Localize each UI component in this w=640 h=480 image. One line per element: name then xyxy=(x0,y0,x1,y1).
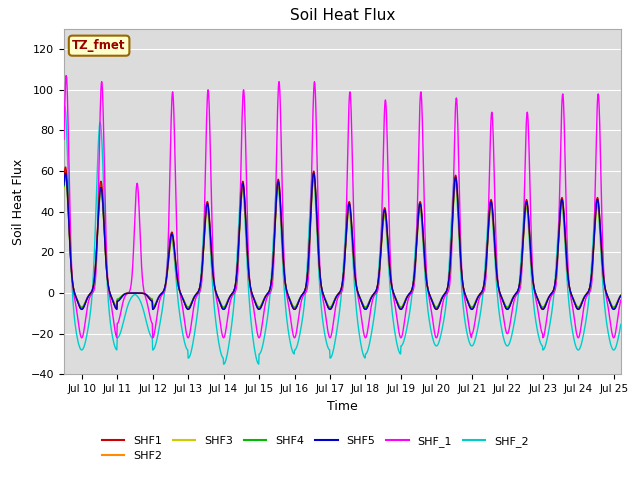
SHF_1 xyxy=(242,148,250,154)
SHF4 xyxy=(61,172,69,178)
SHF1 xyxy=(78,306,86,312)
SHF5 xyxy=(196,285,204,291)
SHF1 xyxy=(196,285,204,291)
Text: TZ_fmet: TZ_fmet xyxy=(72,39,126,52)
SHF5 xyxy=(294,302,301,308)
SHF3 xyxy=(617,292,625,298)
Line: SHF1: SHF1 xyxy=(64,167,621,309)
SHF4 xyxy=(463,295,470,301)
SHF4 xyxy=(617,292,625,298)
SHF3 xyxy=(294,300,301,306)
Line: SHF4: SHF4 xyxy=(64,175,621,307)
SHF3 xyxy=(78,304,86,310)
SHF_1 xyxy=(196,289,204,295)
SHF4 xyxy=(294,300,301,306)
SHF3 xyxy=(61,174,69,180)
SHF5 xyxy=(617,293,625,299)
Y-axis label: Soil Heat Flux: Soil Heat Flux xyxy=(12,158,25,245)
SHF_2 xyxy=(61,103,68,109)
SHF2 xyxy=(61,168,69,174)
SHF5 xyxy=(60,182,68,188)
SHF5 xyxy=(61,170,69,176)
SHF_2 xyxy=(590,223,598,229)
SHF1 xyxy=(61,164,69,170)
SHF1 xyxy=(617,293,625,299)
SHF_1 xyxy=(617,297,625,303)
SHF4 xyxy=(492,266,500,272)
SHF2 xyxy=(60,180,68,186)
SHF2 xyxy=(617,293,625,299)
SHF_2 xyxy=(617,322,625,327)
SHF1 xyxy=(463,296,470,302)
SHF5 xyxy=(463,296,470,302)
SHF_1 xyxy=(62,72,70,78)
SHF_2 xyxy=(220,361,227,367)
SHF_2 xyxy=(463,329,470,335)
SHF2 xyxy=(492,266,500,272)
SHF3 xyxy=(242,222,250,228)
SHF5 xyxy=(590,240,598,246)
SHF2 xyxy=(242,219,250,225)
SHF_1 xyxy=(60,136,68,142)
SHF_2 xyxy=(492,278,500,284)
SHF1 xyxy=(492,265,500,271)
SHF4 xyxy=(78,304,86,310)
SHF1 xyxy=(242,217,250,223)
SHF3 xyxy=(492,267,500,273)
SHF1 xyxy=(60,177,68,182)
SHF3 xyxy=(196,286,204,291)
Line: SHF_2: SHF_2 xyxy=(64,106,621,364)
SHF_1 xyxy=(590,238,598,244)
X-axis label: Time: Time xyxy=(327,400,358,413)
Title: Soil Heat Flux: Soil Heat Flux xyxy=(290,9,395,24)
SHF_2 xyxy=(294,342,301,348)
SHF2 xyxy=(78,306,86,312)
SHF2 xyxy=(590,241,598,247)
SHF5 xyxy=(242,218,250,224)
SHF5 xyxy=(78,306,86,312)
SHF_1 xyxy=(492,247,500,253)
SHF_2 xyxy=(242,232,250,238)
SHF3 xyxy=(463,295,470,301)
SHF2 xyxy=(463,296,470,302)
SHF3 xyxy=(590,243,598,249)
Line: SHF5: SHF5 xyxy=(64,173,621,309)
SHF3 xyxy=(60,186,68,192)
SHF1 xyxy=(294,302,301,308)
SHF4 xyxy=(60,184,68,190)
Line: SHF_1: SHF_1 xyxy=(64,75,621,338)
SHF_2 xyxy=(195,294,203,300)
Legend: SHF1, SHF2, SHF3, SHF4, SHF5, SHF_1, SHF_2: SHF1, SHF2, SHF3, SHF4, SHF5, SHF_1, SHF… xyxy=(97,431,533,466)
SHF_1 xyxy=(463,307,470,313)
SHF5 xyxy=(492,265,500,271)
SHF_2 xyxy=(60,107,68,112)
SHF4 xyxy=(196,285,204,291)
SHF2 xyxy=(196,285,204,291)
Line: SHF2: SHF2 xyxy=(64,171,621,309)
Line: SHF3: SHF3 xyxy=(64,177,621,307)
SHF4 xyxy=(242,221,250,227)
SHF2 xyxy=(294,302,301,308)
SHF_1 xyxy=(294,323,301,328)
SHF1 xyxy=(590,239,598,245)
SHF4 xyxy=(590,242,598,248)
SHF_1 xyxy=(78,335,86,341)
